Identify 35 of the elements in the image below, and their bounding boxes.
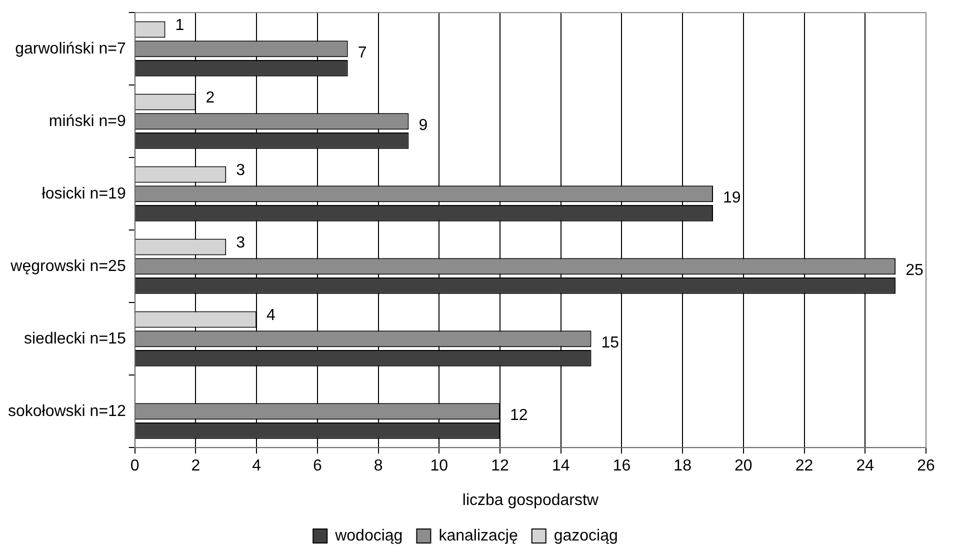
data-label: 1	[175, 16, 184, 34]
y-tick-label: sokołowski n=12	[8, 402, 126, 420]
data-label: 7	[358, 44, 367, 62]
x-tick-label: 10	[430, 458, 448, 475]
x-tick-label: 20	[734, 458, 752, 475]
y-tick-label: garwoliński n=7	[15, 40, 126, 58]
y-tick-label: łosicki n=19	[42, 185, 126, 202]
legend-label: kanalizację	[438, 527, 518, 544]
legend-label: wodociąg	[334, 527, 403, 544]
x-tick-label: 8	[374, 458, 383, 475]
x-tick-label: 22	[795, 458, 814, 475]
x-tick-label: 16	[612, 458, 631, 475]
data-label: 4	[266, 306, 276, 324]
legend-label: gazociąg	[554, 527, 618, 544]
y-tick-label: siedlecki n=15	[24, 330, 126, 348]
data-label: 3	[236, 234, 246, 252]
x-tick-label: 0	[130, 458, 140, 475]
data-label: 19	[722, 189, 741, 206]
x-tick-label: 12	[491, 458, 509, 475]
y-tick-label: miński n=9	[48, 112, 126, 130]
x-tick-label: 18	[674, 458, 692, 475]
x-tick-label: 26	[917, 458, 935, 475]
data-label: 9	[418, 116, 428, 134]
data-label: 25	[906, 262, 924, 279]
data-label: 3	[236, 162, 246, 179]
x-tick-label: 24	[856, 458, 874, 475]
x-tick-label: 6	[312, 458, 322, 475]
x-tick-label: 14	[552, 458, 570, 475]
x-tick-label: 4	[252, 458, 262, 475]
x-axis-title: liczba gospodarstw	[462, 492, 599, 509]
data-label: 2	[206, 89, 215, 106]
x-tick-label: 2	[191, 458, 200, 475]
data-label: 15	[601, 334, 620, 352]
y-tick-label: węgrowski n=25	[10, 258, 126, 275]
data-label: 12	[510, 406, 528, 424]
